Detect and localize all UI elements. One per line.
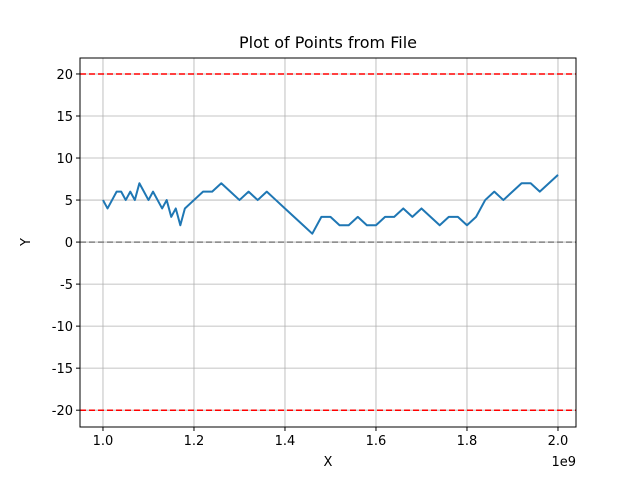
x-axis-label: X xyxy=(324,455,333,470)
y-tick-label: -15 xyxy=(52,362,73,377)
data-line xyxy=(102,174,559,235)
y-tick-label: -20 xyxy=(52,404,73,419)
x-tick-label: 1.4 xyxy=(275,434,296,449)
x-tick-label: 1.0 xyxy=(93,434,114,449)
x-offset-label: 1e9 xyxy=(551,455,576,470)
x-tick-label: 2.0 xyxy=(548,434,569,449)
x-tick-label: 1.6 xyxy=(366,434,387,449)
y-tick-label: 15 xyxy=(56,110,73,125)
y-tick-label: 10 xyxy=(56,152,73,167)
y-tick-label: -10 xyxy=(52,320,73,335)
y-tick-label: 5 xyxy=(65,194,73,209)
y-tick-label: -5 xyxy=(60,278,73,293)
chart-title: Plot of Points from File xyxy=(239,33,417,52)
x-tick-label: 1.8 xyxy=(457,434,478,449)
plot-frame xyxy=(79,57,577,428)
y-axis-label: Y xyxy=(19,238,34,247)
y-tick-label: 0 xyxy=(65,236,73,251)
x-tick-label: 1.2 xyxy=(184,434,205,449)
y-tick-label: 20 xyxy=(56,68,73,83)
